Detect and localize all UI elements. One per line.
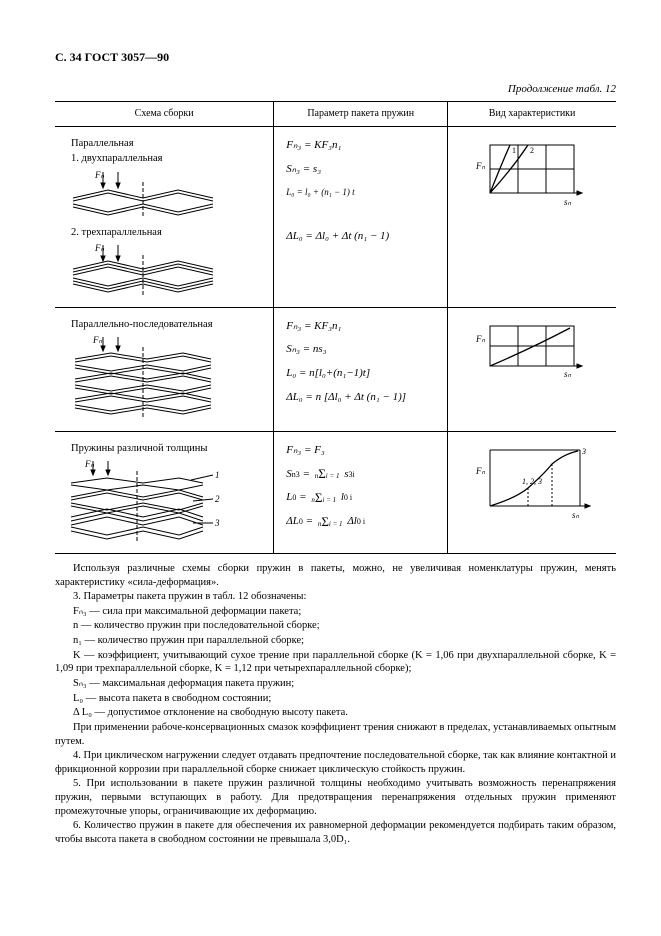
p2: 3. Параметры пакета пружин в табл. 12 об… bbox=[55, 590, 616, 604]
p4: n — количество пружин при последовательн… bbox=[55, 619, 616, 633]
characteristic-graph-1: 1 2 Fₙ sₙ bbox=[472, 139, 592, 209]
r2f3: L₀ = n[l₀+(n₁−1)t] bbox=[286, 367, 439, 381]
p9: Δ L₀ — допустимое отклонение на свободну… bbox=[55, 706, 616, 720]
svg-text:3: 3 bbox=[214, 518, 220, 528]
page-header: С. 34 ГОСТ 3057—90 bbox=[55, 50, 616, 65]
spring-diagram-2parallel: Fₙ bbox=[63, 168, 223, 220]
row3-title: Пружины различной толщины bbox=[71, 442, 265, 455]
svg-text:sₙ: sₙ bbox=[564, 197, 572, 207]
p1: Используя различные схемы сборки пружин … bbox=[55, 562, 616, 589]
svg-text:3: 3 bbox=[581, 447, 586, 456]
svg-text:2: 2 bbox=[530, 146, 534, 155]
r3f2: Sn3 = nΣi = 1 s3i bbox=[286, 468, 439, 482]
r1f1: Fₙ₃ = KF₃n₁ bbox=[286, 139, 439, 153]
p13: 6. Количество пружин в пакете для обеспе… bbox=[55, 819, 616, 846]
p10: При применении рабоче-консервационных см… bbox=[55, 721, 616, 748]
p12: 5. При использовании в пакете пружин раз… bbox=[55, 777, 616, 818]
characteristic-graph-2: Fₙ sₙ bbox=[472, 320, 592, 380]
th-char: Вид характеристики bbox=[448, 101, 616, 127]
r3f4: ΔL0 = nΣi = 1 Δl0 i bbox=[286, 515, 439, 529]
p5: n₁ — количество пружин при параллельной … bbox=[55, 634, 616, 648]
row1-title: Параллельная bbox=[71, 137, 265, 150]
r3f1: Fₙ₃ = F₃ bbox=[286, 444, 439, 458]
row2-title: Параллельно-последовательная bbox=[71, 318, 265, 331]
body-text: Используя различные схемы сборки пружин … bbox=[55, 562, 616, 847]
p8: L₀ — высота пакета в свободном состоянии… bbox=[55, 692, 616, 706]
svg-text:2: 2 bbox=[215, 494, 220, 504]
row1-sub1: 1. двухпараллельная bbox=[71, 152, 265, 165]
page: С. 34 ГОСТ 3057—90 Продолжение табл. 12 … bbox=[0, 0, 661, 936]
r2f4: ΔL₀ = n [Δl₀ + Δt (n₁ − 1)] bbox=[286, 391, 439, 405]
svg-text:Fₙ: Fₙ bbox=[92, 335, 102, 345]
p7: Sₙ₃ — максимальная деформация пакета пру… bbox=[55, 677, 616, 691]
spring-diagram-par-seq: Fₙ bbox=[63, 333, 223, 423]
r1f3: L₀ = l₀ + (n₁ − 1) t bbox=[286, 187, 439, 198]
row1-sub2: 2. трехпараллельная bbox=[71, 226, 265, 239]
p6: K — коэффициент, учитывающий сухое трени… bbox=[55, 649, 616, 676]
svg-text:sₙ: sₙ bbox=[572, 510, 580, 520]
th-param: Параметр пакета пружин bbox=[274, 101, 448, 127]
spring-diagram-3parallel: Fₙ bbox=[63, 241, 223, 299]
spring-diagram-varthick: Fₙ 1 2 bbox=[63, 457, 233, 545]
p3: Fₙ₃ — сила при максимальной деформации п… bbox=[55, 605, 616, 619]
svg-text:1, 2, 3: 1, 2, 3 bbox=[522, 477, 542, 486]
r2f1: Fₙ₃ = KF₃n₁ bbox=[286, 320, 439, 334]
svg-text:Fₙ: Fₙ bbox=[475, 161, 485, 171]
svg-text:Fₙ: Fₙ bbox=[475, 334, 485, 344]
svg-text:Fₙ: Fₙ bbox=[475, 466, 485, 476]
svg-text:sₙ: sₙ bbox=[564, 369, 572, 379]
r1f2: Sₙ₃ = s₃ bbox=[286, 163, 439, 177]
th-schema: Схема сборки bbox=[55, 101, 274, 127]
continuation-label: Продолжение табл. 12 bbox=[55, 83, 616, 97]
p11: 4. При циклическом нагружении следует от… bbox=[55, 749, 616, 776]
r1f4: ΔL₀ = Δl₀ + Δt (n₁ − 1) bbox=[286, 230, 439, 244]
characteristic-graph-3: 1, 2, 3 3 Fₙ sₙ bbox=[472, 444, 602, 524]
svg-text:1: 1 bbox=[215, 470, 220, 480]
r2f2: Sₙ₃ = ns₃ bbox=[286, 343, 439, 357]
svg-text:1: 1 bbox=[512, 146, 516, 155]
r3f3: L0 = nΣi = 1 l0 i bbox=[286, 491, 439, 505]
main-table: Схема сборки Параметр пакета пружин Вид … bbox=[55, 101, 616, 554]
